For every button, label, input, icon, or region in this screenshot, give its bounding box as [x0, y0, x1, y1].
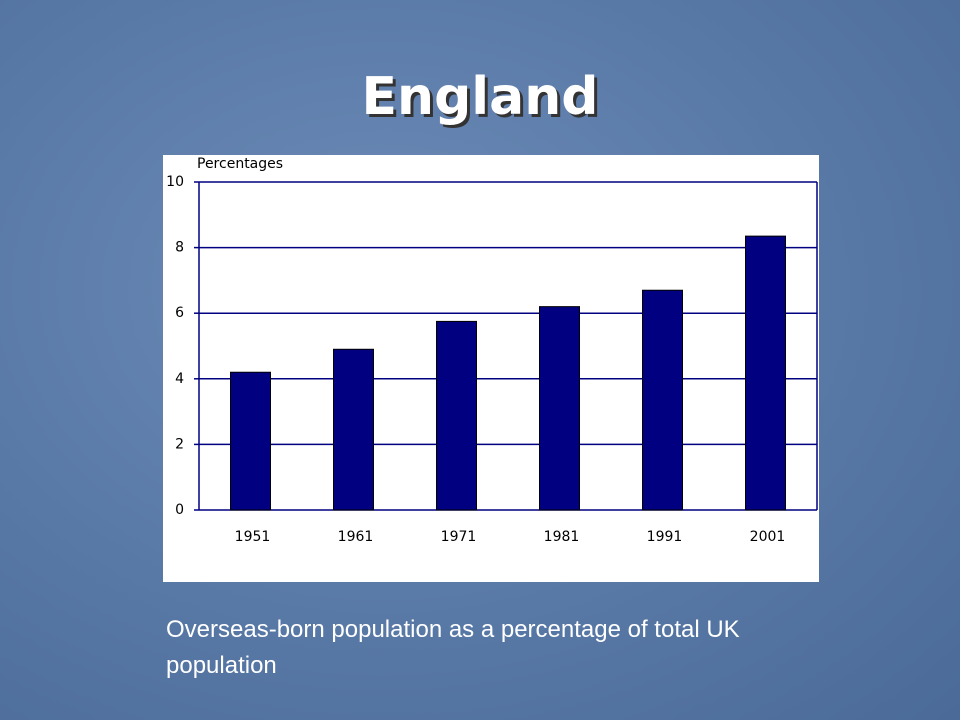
y-tick-label: 0 [175, 502, 184, 518]
slide-title: England [362, 67, 599, 127]
y-tick-label: 6 [175, 305, 184, 321]
x-tick-label: 1951 [235, 529, 271, 545]
y-axis-label: Percentages [197, 156, 283, 172]
x-tick-label: 1961 [338, 529, 374, 545]
bar [333, 348, 374, 511]
bar [745, 235, 786, 511]
title-shadow: England [365, 70, 602, 130]
bar [642, 289, 683, 511]
caption: Overseas-born population as a percentage… [166, 616, 740, 679]
bar [230, 371, 271, 511]
x-tick-label: 1991 [647, 529, 683, 545]
y-tick-label: 10 [166, 174, 184, 190]
y-tick-label: 4 [175, 371, 184, 387]
y-tick-label: 8 [175, 240, 184, 256]
bar [436, 320, 477, 511]
y-tick-label: 2 [175, 436, 184, 452]
x-tick-label: 1971 [441, 529, 477, 545]
bar [539, 306, 580, 511]
x-tick-label: 2001 [750, 529, 786, 545]
x-tick-label: 1981 [544, 529, 580, 545]
chart-panel [163, 155, 819, 582]
